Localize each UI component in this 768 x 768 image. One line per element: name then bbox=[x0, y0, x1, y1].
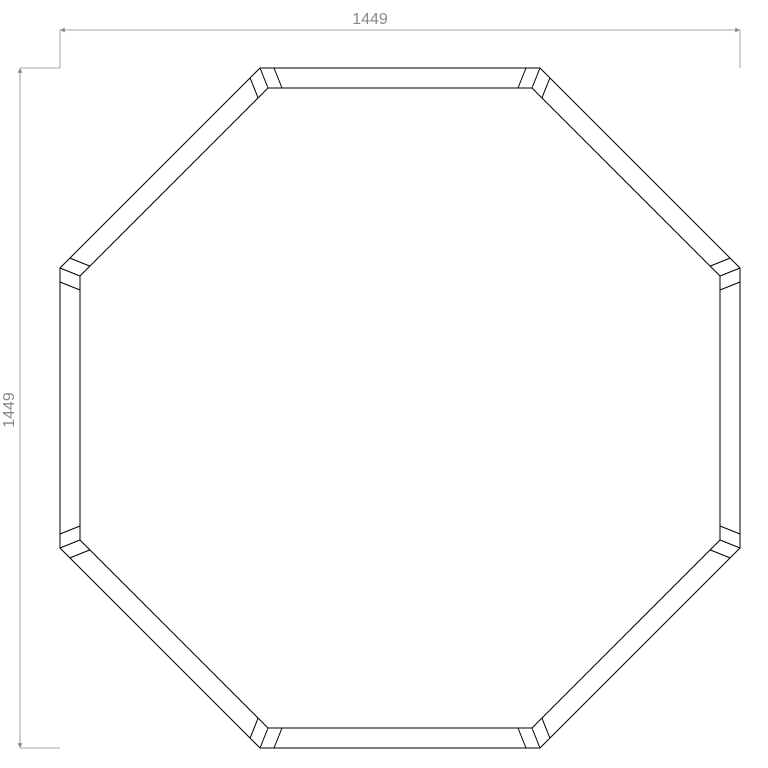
board-end-line bbox=[720, 282, 740, 290]
board-end-line bbox=[250, 718, 258, 738]
board-end-line bbox=[518, 68, 526, 88]
board-end-line bbox=[518, 728, 526, 748]
miter-line bbox=[532, 68, 540, 88]
miter-line bbox=[260, 68, 268, 88]
miter-line bbox=[60, 268, 80, 276]
board-end-line bbox=[70, 258, 90, 266]
board-end-line bbox=[542, 78, 550, 98]
board-end-line bbox=[710, 258, 730, 266]
height-dimension-label: 1449 bbox=[1, 392, 18, 428]
board-end-line bbox=[720, 526, 740, 534]
width-dimension-label: 1449 bbox=[352, 11, 388, 28]
board-end-line bbox=[250, 78, 258, 98]
octagon-outer bbox=[60, 68, 740, 748]
board-end-line bbox=[274, 728, 282, 748]
octagon-technical-drawing: 1449 1449 bbox=[0, 0, 768, 768]
board-end-line bbox=[60, 282, 80, 290]
board-end-line bbox=[274, 68, 282, 88]
miter-line bbox=[532, 728, 540, 748]
miter-line bbox=[720, 540, 740, 548]
board-end-line bbox=[70, 550, 90, 558]
miter-line bbox=[720, 268, 740, 276]
octagon-inner bbox=[80, 88, 720, 728]
miter-line bbox=[60, 540, 80, 548]
board-end-line bbox=[60, 526, 80, 534]
miter-line bbox=[260, 728, 268, 748]
board-end-line bbox=[542, 718, 550, 738]
board-end-line bbox=[710, 550, 730, 558]
